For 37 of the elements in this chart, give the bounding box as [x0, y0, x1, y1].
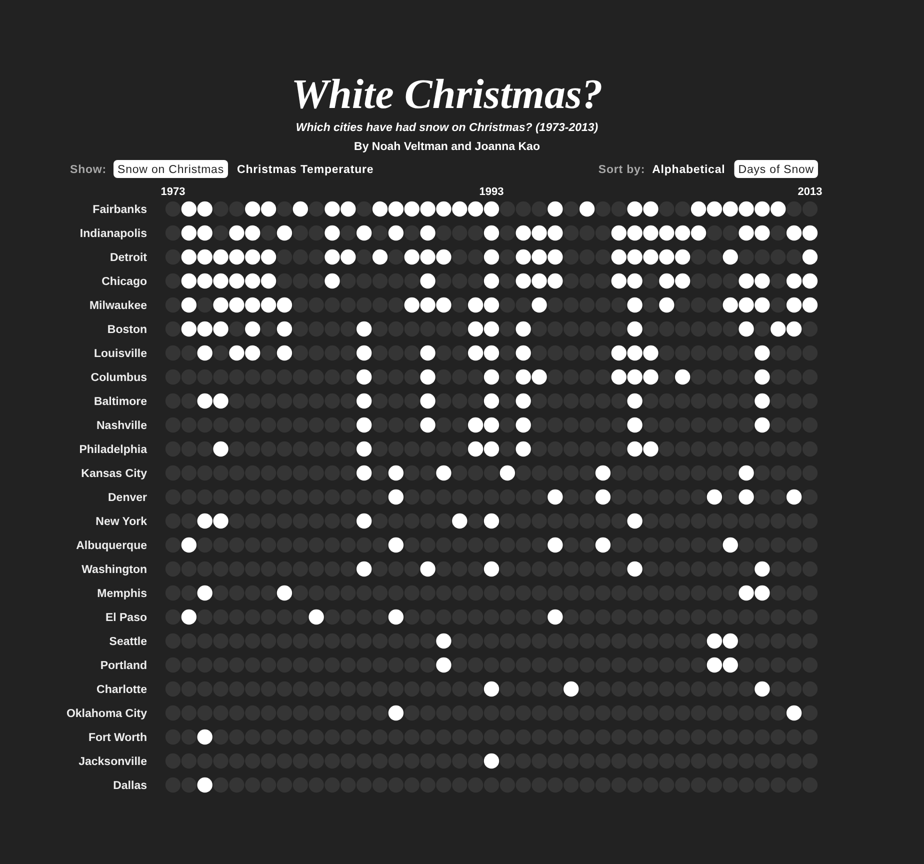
y-tick-label: New York: [96, 516, 148, 528]
text: Christmas Temperature: [237, 164, 374, 176]
y-tick-label: El Paso: [105, 612, 147, 624]
y-tick-label: Albuquerque: [76, 540, 147, 552]
y-tick-label: Philadelphia: [79, 444, 148, 456]
y-tick-label: Jacksonville: [78, 756, 147, 768]
chart-subtitle: Which cities have had snow on Christmas? (1973-2013): [296, 122, 598, 134]
y-tick-label: Boston: [107, 324, 147, 336]
y-tick-label: Chicago: [102, 276, 147, 288]
text: Days of Snow: [738, 164, 814, 176]
text: By Noah Veltman and Joanna Kao: [354, 141, 540, 153]
y-tick-label: Portland: [100, 660, 147, 672]
x-tick-label: 1973: [160, 186, 186, 198]
x-tick-label: 1993: [479, 186, 504, 198]
text: Show:: [70, 164, 106, 176]
y-tick-label: Washington: [82, 564, 147, 576]
text: Sort by:: [598, 164, 646, 176]
text: Snow on Christmas: [118, 164, 224, 176]
y-tick-label: Columbus: [90, 372, 147, 384]
chart-title: White Christmas?: [291, 72, 603, 118]
y-tick-label: Louisville: [94, 348, 147, 360]
y-tick-label: Kansas City: [81, 468, 148, 480]
y-tick-label: Seattle: [109, 636, 147, 648]
y-tick-label: Denver: [108, 492, 148, 504]
y-tick-label: Nashville: [96, 420, 147, 432]
x-tick-label: 2013: [798, 186, 822, 198]
y-tick-label: Dallas: [113, 780, 147, 792]
y-tick-label: Milwaukee: [89, 300, 147, 312]
y-tick-label: Baltimore: [94, 396, 147, 408]
y-tick-label: Charlotte: [96, 684, 147, 696]
y-tick-label: Fairbanks: [92, 204, 147, 216]
y-tick-label: Fort Worth: [88, 732, 147, 744]
y-tick-label: Indianapolis: [80, 228, 147, 240]
y-tick-label: Detroit: [110, 252, 148, 264]
y-tick-label: Memphis: [97, 588, 147, 600]
text: Alphabetical: [652, 164, 726, 176]
y-tick-label: Oklahoma City: [66, 708, 148, 720]
